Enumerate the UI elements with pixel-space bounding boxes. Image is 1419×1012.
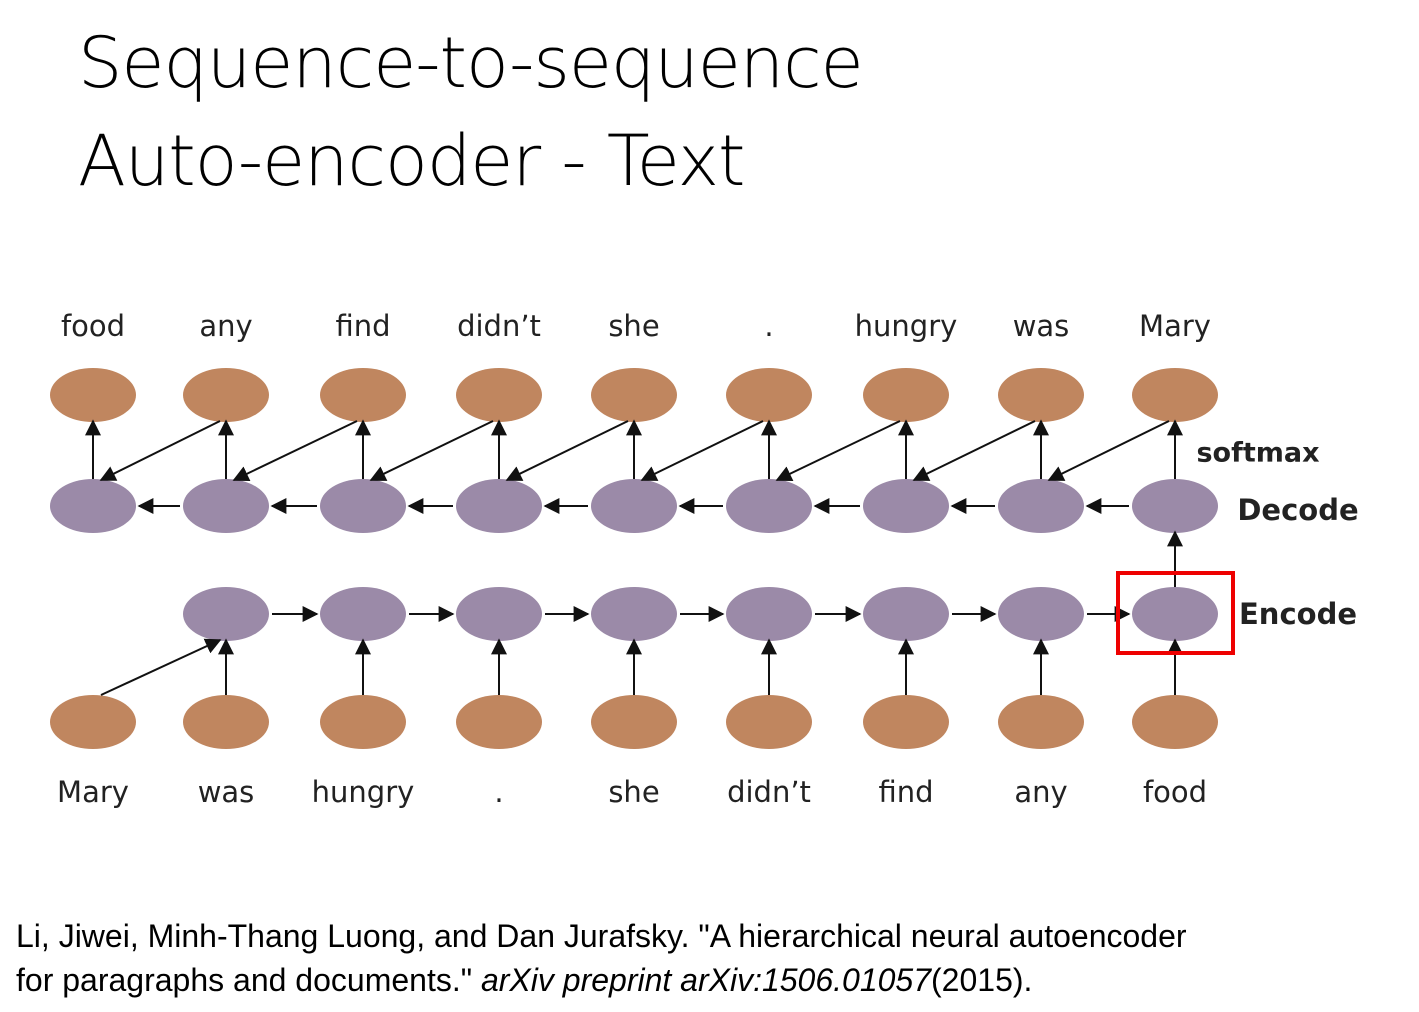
output-node [50, 368, 136, 422]
citation-journal: arXiv preprint arXiv:1506.01057 [480, 962, 932, 998]
decoder-node [998, 479, 1084, 533]
output-word: didn’t [457, 309, 541, 343]
output-node [320, 368, 406, 422]
arrow [505, 420, 629, 481]
decoder-node [456, 479, 542, 533]
decoder-node [1132, 479, 1218, 533]
encoder-node [183, 587, 269, 641]
decoder-node [591, 479, 677, 533]
arrow [232, 420, 358, 481]
input-word: Mary [57, 775, 129, 809]
encoder-node [591, 587, 677, 641]
input-word: find [878, 775, 933, 809]
output-word: was [1013, 309, 1070, 343]
output-node [863, 368, 949, 422]
encode-label: Encode [1239, 597, 1357, 631]
input-node [1132, 695, 1218, 749]
title-line: Auto-encoder - Text [78, 120, 745, 202]
output-node [456, 368, 542, 422]
input-word: food [1143, 775, 1207, 809]
input-word: was [198, 775, 255, 809]
decoder-node [726, 479, 812, 533]
output-word: . [764, 309, 773, 343]
citation-line: for paragraphs and documents." arXiv pre… [16, 962, 1032, 999]
decoder-node [50, 479, 136, 533]
input-node [456, 695, 542, 749]
output-word: find [335, 309, 390, 343]
output-word: she [608, 309, 659, 343]
output-node [726, 368, 812, 422]
input-node [183, 695, 269, 749]
output-word: Mary [1139, 309, 1211, 343]
encoder-node [998, 587, 1084, 641]
decoder-node [863, 479, 949, 533]
input-node [320, 695, 406, 749]
softmax-label: softmax [1196, 438, 1319, 469]
decoder-node [183, 479, 269, 533]
output-word: food [61, 309, 125, 343]
input-node [998, 695, 1084, 749]
citation-line: Li, Jiwei, Minh-Thang Luong, and Dan Jur… [16, 918, 1187, 954]
output-word: hungry [855, 309, 958, 343]
encoder-node [456, 587, 542, 641]
input-word: hungry [312, 775, 415, 809]
arrow [1047, 420, 1170, 481]
decode-label: Decode [1237, 493, 1358, 527]
arrow [99, 420, 221, 481]
input-word: . [494, 775, 503, 809]
input-node [591, 695, 677, 749]
output-node [1132, 368, 1218, 422]
encoder-node [320, 587, 406, 641]
decoder-node [320, 479, 406, 533]
input-word: she [608, 775, 659, 809]
input-node [50, 695, 136, 749]
input-node [863, 695, 949, 749]
output-node [591, 368, 677, 422]
citation-year: (2015). [931, 962, 1033, 998]
highlight-box [1116, 571, 1235, 655]
input-word: didn’t [727, 775, 811, 809]
input-node [726, 695, 812, 749]
arrow [369, 420, 494, 481]
output-word: any [199, 309, 252, 343]
citation-text: for paragraphs and documents." [16, 962, 481, 998]
encoder-node [726, 587, 812, 641]
arrow [775, 420, 901, 481]
output-node [998, 368, 1084, 422]
output-node [183, 368, 269, 422]
input-word: any [1014, 775, 1067, 809]
encoder-node [1132, 587, 1218, 641]
encoder-node [863, 587, 949, 641]
arrow [100, 638, 222, 696]
arrow [912, 420, 1036, 481]
title-line: Sequence-to-sequence [78, 22, 864, 104]
arrow [640, 420, 764, 481]
